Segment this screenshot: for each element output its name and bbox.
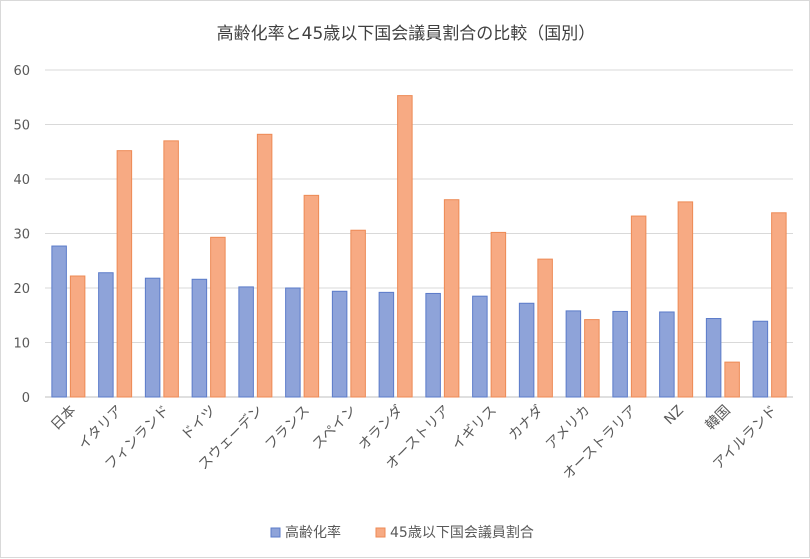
bar-young-mp-share [116,150,133,398]
bar-young-mp-share [69,275,86,398]
legend-swatch [375,527,386,538]
bar-aging-rate [144,277,161,398]
legend-label: 45歳以下国会議員割合 [390,524,534,541]
bar-young-mp-share [397,95,413,398]
bar-aging-rate [238,286,254,398]
bar-young-mp-share [350,229,366,398]
chart-title: 高齢化率と45歳以下国会議員割合の比較（国別） [217,24,596,44]
bar-aging-rate [518,302,535,398]
bar-aging-rate [472,295,488,398]
x-category-label: カナダ [506,403,547,444]
x-category-label: 日本 [48,403,79,434]
bar-aging-rate [51,245,67,398]
bar-aging-rate [285,287,301,398]
bar-aging-rate [98,272,114,398]
bar-aging-rate [331,290,348,398]
bar-aging-rate [752,320,769,398]
bar-young-mp-share [677,201,694,398]
x-category-label: ドイツ [178,403,219,444]
bar-young-mp-share [584,319,600,398]
bar-aging-rate [659,311,675,398]
x-category-label: 韓国 [703,403,734,434]
bar-aging-rate [191,278,208,398]
bar-young-mp-share [303,194,320,398]
bar-aging-rate [612,310,628,398]
x-category-label: イギリス [449,403,500,454]
bar-young-mp-share [443,199,460,398]
bar-young-mp-share [163,140,179,398]
bar-young-mp-share [771,212,787,398]
x-category-label: NZ [661,403,687,429]
x-category-label: フランス [262,403,313,454]
y-tick-label: 60 [13,64,30,79]
bar-aging-rate [378,291,395,398]
y-tick-label: 30 [13,228,30,243]
x-category-label: スペイン [309,403,359,453]
bar-young-mp-share [724,361,740,398]
bar-young-mp-share [210,236,226,398]
legend-swatch [270,527,281,538]
y-tick-label: 0 [22,391,30,406]
y-tick-label: 10 [13,337,30,352]
bar-young-mp-share [630,215,647,398]
y-tick-label: 20 [13,282,30,297]
bars [51,95,787,398]
bar-young-mp-share [537,258,553,398]
bar-young-mp-share [256,133,273,398]
y-tick-label: 50 [13,119,30,134]
bar-aging-rate [565,310,582,398]
bar-aging-rate [705,318,722,398]
bar-young-mp-share [490,231,507,398]
y-axis: 0 10 20 30 40 50 60 [13,64,30,406]
y-tick-label: 40 [13,173,30,188]
legend: 高齢化率 45歳以下国会議員割合 [270,524,534,541]
bar-aging-rate [425,292,441,398]
legend-label: 高齢化率 [285,524,341,541]
